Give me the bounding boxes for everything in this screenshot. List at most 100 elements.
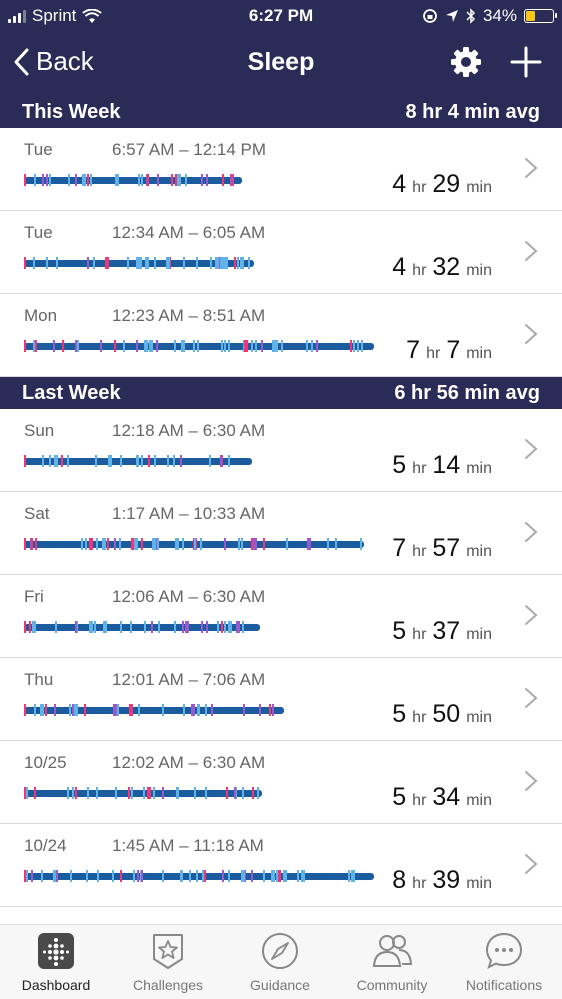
sleep-stage-mark	[93, 257, 95, 269]
sleep-stage-mark	[87, 787, 89, 799]
tab-guidance[interactable]: Guidance	[224, 931, 336, 999]
duration-minutes: 14	[432, 451, 461, 479]
sleep-stage-mark	[24, 870, 26, 882]
sleep-stage-mark	[286, 538, 288, 550]
sleep-log-row[interactable]: Thu 12:01 AM – 7:06 AM 5 hr 50 min	[0, 658, 562, 741]
sleep-stage-mark	[81, 538, 83, 550]
sleep-stage-mark	[67, 787, 69, 799]
tab-community[interactable]: Community	[336, 931, 448, 999]
sleep-stage-mark	[240, 257, 244, 269]
sleep-stage-mark	[120, 870, 122, 882]
sleep-stage-mark	[141, 455, 143, 467]
sleep-stage-mark	[279, 870, 281, 882]
sleep-stage-mark	[76, 621, 78, 633]
sleep-stage-mark	[24, 340, 26, 352]
sleep-stage-mark	[75, 621, 77, 633]
chevron-right-icon	[525, 158, 538, 178]
sleep-stage-mark	[251, 340, 253, 352]
sleep-log-row[interactable]: Fri 12:06 AM – 6:30 AM 5 hr 37 min	[0, 575, 562, 658]
sleep-log-row[interactable]: Tue 6:57 AM – 12:14 PM 4 hr 29 min	[0, 128, 562, 211]
sleep-stage-mark	[32, 621, 36, 633]
sleep-stage-mark	[42, 174, 44, 186]
sleep-stage-mark	[138, 174, 140, 186]
sleep-stage-mark	[202, 870, 204, 882]
plus-icon[interactable]	[508, 44, 544, 80]
sleep-duration: 4 hr 32 min	[392, 253, 492, 282]
sleep-day: Tue	[24, 140, 53, 159]
sleep-log-row[interactable]: Sun 12:18 AM – 6:30 AM 5 hr 14 min	[0, 409, 562, 492]
sleep-stage-bar	[24, 538, 364, 550]
sleep-stage-mark	[130, 621, 132, 633]
sleep-stage-mark	[54, 455, 58, 467]
sleep-stage-mark	[34, 787, 36, 799]
sleep-stage-mark	[248, 257, 250, 269]
nav-bar: Back Sleep	[0, 32, 562, 96]
sleep-stage-mark	[241, 538, 243, 550]
sleep-stage-mark	[33, 340, 35, 352]
sleep-stage-mark	[72, 787, 74, 799]
last-week-header: Last Week 6 hr 56 min avg	[0, 377, 562, 409]
sleep-stage-mark	[151, 621, 153, 633]
sleep-log-row[interactable]: Tue 12:34 AM – 6:05 AM 4 hr 32 min	[0, 211, 562, 294]
sleep-stage-mark	[154, 455, 156, 467]
sleep-stage-mark	[55, 621, 57, 633]
sleep-stage-mark	[182, 538, 184, 550]
back-button[interactable]: Back	[12, 46, 94, 77]
sleep-day: Tue	[24, 223, 53, 242]
sleep-stage-bar	[24, 257, 254, 269]
sleep-stage-mark	[87, 174, 89, 186]
tab-notifications[interactable]: Notifications	[448, 931, 560, 999]
sleep-stage-mark	[251, 538, 253, 550]
sleep-stage-mark	[196, 257, 198, 269]
sleep-stage-mark	[24, 455, 26, 467]
tab-dashboard[interactable]: Dashboard	[0, 931, 112, 999]
sleep-stage-mark	[127, 257, 129, 269]
duration-hours-unit: hr	[412, 262, 427, 279]
sleep-stage-mark	[226, 257, 228, 269]
sleep-stage-mark	[157, 174, 159, 186]
sleep-log-row[interactable]: Mon 12:23 AM – 8:51 AM 7 hr 7 min	[0, 294, 562, 377]
sleep-stage-mark	[224, 538, 226, 550]
sleep-stage-mark	[75, 174, 77, 186]
sleep-stage-mark	[31, 870, 33, 882]
sleep-stage-mark	[193, 340, 195, 352]
sleep-stage-mark	[24, 870, 28, 882]
sleep-bar-base	[24, 343, 374, 350]
sleep-stage-mark	[242, 621, 244, 633]
sleep-stage-mark	[301, 870, 305, 882]
tab-challenges[interactable]: Challenges	[112, 931, 224, 999]
sleep-stage-mark	[272, 704, 274, 716]
sleep-stage-mark	[251, 870, 253, 882]
star-badge-icon	[153, 934, 183, 969]
sleep-stage-mark	[335, 538, 337, 550]
chevron-left-icon	[14, 48, 29, 75]
sleep-stage-mark	[360, 538, 362, 550]
sleep-stage-mark	[24, 257, 26, 269]
sleep-stage-mark	[228, 455, 230, 467]
sleep-log-row[interactable]: 10/25 12:02 AM – 6:30 AM 5 hr 34 min	[0, 741, 562, 824]
sleep-log-row[interactable]: 10/24 1:45 AM – 11:18 AM 8 hr 39 min	[0, 824, 562, 907]
sleep-stage-mark	[33, 257, 35, 269]
sleep-log-row[interactable]: Sat 1:17 AM – 10:33 AM 7 hr 57 min	[0, 492, 562, 575]
dashboard-icon	[38, 933, 74, 969]
sleep-day: 10/25	[24, 753, 67, 772]
sleep-stage-mark	[197, 704, 199, 716]
gear-icon[interactable]	[448, 44, 484, 80]
duration-hours: 4	[392, 253, 407, 281]
sleep-stage-mark	[234, 787, 236, 799]
sleep-stage-mark	[155, 538, 157, 550]
sleep-stage-mark	[96, 538, 98, 550]
sleep-stage-mark	[259, 704, 261, 716]
sleep-stage-mark	[257, 787, 259, 799]
sleep-stage-mark	[327, 538, 329, 550]
sleep-stage-mark	[276, 340, 278, 352]
sleep-stage-mark	[237, 257, 239, 269]
sleep-stage-mark	[49, 174, 51, 186]
duration-hours: 7	[392, 534, 407, 562]
back-label: Back	[36, 46, 94, 76]
sleep-stage-bar	[24, 174, 242, 186]
sleep-stage-mark	[62, 340, 64, 352]
sleep-stage-bar	[24, 340, 374, 352]
sleep-stage-mark	[128, 787, 130, 799]
duration-minutes: 34	[432, 783, 461, 811]
